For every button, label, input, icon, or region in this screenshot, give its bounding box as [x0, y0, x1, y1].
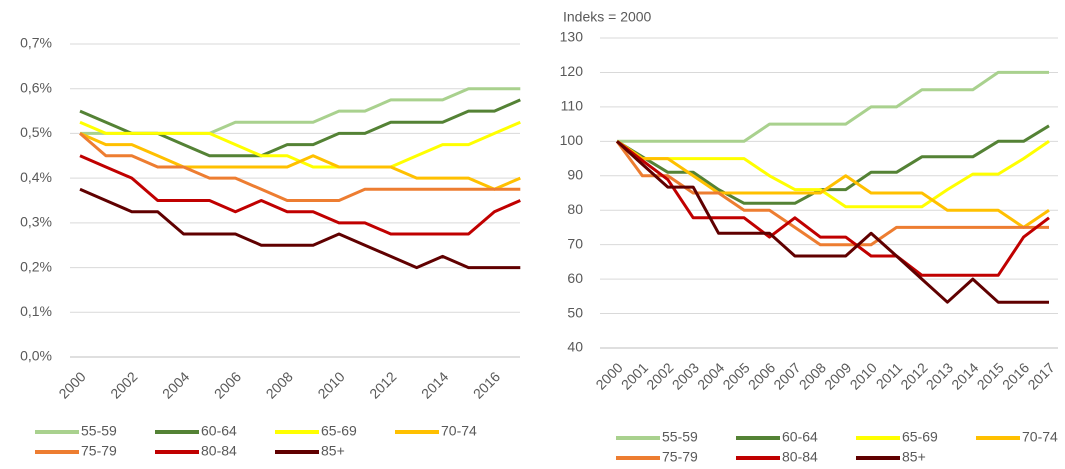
x-tick-label: 2013 — [923, 359, 956, 392]
series-line — [79, 132, 521, 191]
series-line — [79, 98, 521, 158]
x-tick-label: 2014 — [418, 368, 451, 401]
legend-label: 70-74 — [1022, 429, 1058, 445]
x-tick-label: 2004 — [694, 359, 727, 392]
y-tick-label: 0,5% — [20, 124, 52, 140]
y-tick-label: 0,0% — [20, 348, 52, 364]
x-tick-label: 2010 — [314, 368, 347, 401]
series-line — [616, 140, 1050, 229]
series-line — [615, 140, 1049, 304]
y-tick-label: 90 — [567, 166, 583, 182]
y-tick-label: 0,1% — [20, 303, 52, 319]
legend-label: 60-64 — [782, 429, 818, 445]
series-line — [616, 124, 1050, 205]
x-tick-label: 2012 — [897, 359, 930, 392]
x-tick-label: 2004 — [159, 368, 192, 401]
y-tick-label: 0,4% — [20, 169, 52, 185]
y-tick-label: 120 — [560, 63, 584, 79]
y-tick-label: 50 — [567, 304, 583, 320]
x-tick-label: 2005 — [719, 359, 752, 392]
y-tick-label: 70 — [567, 235, 583, 251]
series-line — [616, 140, 1050, 277]
x-tick-label: 2001 — [618, 359, 651, 392]
x-tick-label: 2014 — [948, 359, 981, 392]
x-tick-label: 2002 — [643, 359, 676, 392]
legend-label: 85+ — [902, 449, 926, 465]
legend-label: 75-79 — [662, 449, 698, 465]
y-tick-label: 130 — [560, 29, 584, 45]
legend-label: 80-84 — [201, 443, 237, 459]
x-tick-label: 2006 — [745, 359, 778, 392]
series-line — [80, 87, 521, 135]
series-line — [79, 132, 521, 202]
x-tick-label: 2002 — [107, 368, 140, 401]
series-line — [79, 187, 521, 270]
legend-label: 55-59 — [81, 423, 117, 439]
y-tick-label: 110 — [561, 98, 584, 114]
legend-label: 65-69 — [321, 423, 357, 439]
y-tick-label: 60 — [567, 270, 583, 286]
x-tick-label: 2008 — [263, 368, 296, 401]
x-tick-label: 2003 — [669, 359, 702, 392]
y-tick-label: 0,2% — [20, 258, 52, 274]
x-tick-label: 2000 — [592, 359, 625, 392]
legend-label: 65-69 — [902, 429, 938, 445]
x-tick-label: 2000 — [55, 368, 88, 401]
legend-label: 55-59 — [662, 429, 698, 445]
y-tick-label: 100 — [560, 132, 584, 148]
legend-label: 60-64 — [201, 423, 237, 439]
x-tick-label: 2016 — [999, 359, 1032, 392]
x-tick-label: 2010 — [847, 359, 880, 392]
subtitle: Indeks = 2000 — [563, 9, 652, 25]
y-tick-label: 0,6% — [20, 79, 52, 95]
x-tick-label: 2012 — [366, 368, 399, 401]
series-line — [616, 140, 1050, 209]
x-tick-label: 2006 — [211, 368, 244, 401]
y-tick-label: 80 — [567, 201, 583, 217]
y-tick-label: 0,7% — [20, 35, 52, 51]
legend-label: 70-74 — [441, 423, 477, 439]
y-tick-label: 40 — [567, 339, 583, 355]
x-tick-label: 2015 — [974, 359, 1007, 392]
x-tick-label: 2011 — [873, 359, 906, 392]
x-tick-label: 2016 — [470, 368, 503, 401]
x-tick-label: 2008 — [796, 359, 829, 392]
series-line — [617, 70, 1049, 143]
y-tick-label: 0,3% — [20, 214, 52, 230]
series-line — [615, 140, 1049, 247]
legend-label: 80-84 — [782, 449, 818, 465]
series-line — [79, 154, 521, 236]
legend-label: 75-79 — [81, 443, 117, 459]
legend-label: 85+ — [321, 443, 345, 459]
x-tick-label: 2009 — [821, 359, 854, 392]
x-tick-label: 2007 — [770, 359, 803, 392]
x-tick-label: 2017 — [1024, 359, 1057, 392]
